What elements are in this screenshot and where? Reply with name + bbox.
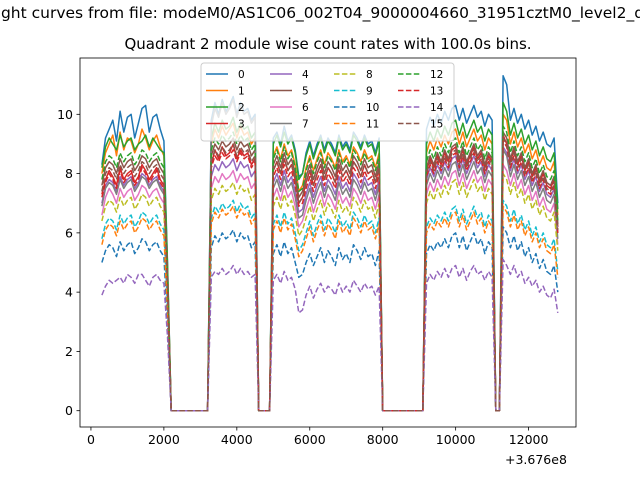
x-tick-label: 4000: [221, 432, 253, 447]
legend-label-1: 1: [238, 85, 245, 97]
legend-label-15: 15: [430, 118, 443, 130]
legend-label-6: 6: [302, 102, 309, 114]
series-line-14: [101, 258, 559, 412]
y-tick-label: 6: [65, 225, 73, 240]
x-tick-label: 6000: [294, 432, 326, 447]
legend-label-12: 12: [430, 69, 443, 81]
legend-box: [200, 62, 455, 142]
legend-label-0: 0: [238, 69, 245, 81]
x-tick-label: 2000: [148, 432, 180, 447]
legend-label-10: 10: [366, 102, 379, 114]
y-tick-label: 10: [57, 107, 73, 122]
y-tick-label: 2: [65, 344, 73, 359]
legend-label-2: 2: [238, 102, 245, 114]
plot-frame: [79, 57, 577, 428]
x-tick-label: 8000: [367, 432, 399, 447]
x-offset-label: +3.676e8: [505, 452, 567, 467]
legend-label-3: 3: [238, 118, 245, 130]
x-tick-label: 12000: [509, 432, 549, 447]
legend-label-13: 13: [430, 85, 443, 97]
legend-label-11: 11: [366, 118, 379, 130]
y-tick-label: 4: [65, 285, 73, 300]
legend-label-7: 7: [302, 118, 309, 130]
legend-label-8: 8: [366, 69, 373, 81]
x-tick-label: 0: [87, 432, 95, 447]
figure-suptitle: Light curves from file: modeM0/AS1C06_00…: [0, 4, 640, 22]
chart-title: Quadrant 2 module wise count rates with …: [124, 35, 532, 53]
legend-label-4: 4: [302, 69, 309, 81]
legend-label-14: 14: [430, 102, 444, 114]
legend-label-9: 9: [366, 85, 373, 97]
y-tick-label: 0: [65, 403, 73, 418]
series-lines: [101, 75, 559, 412]
y-tick-label: 8: [65, 166, 73, 181]
legend-label-5: 5: [302, 85, 309, 97]
x-tick-label: 10000: [436, 432, 476, 447]
